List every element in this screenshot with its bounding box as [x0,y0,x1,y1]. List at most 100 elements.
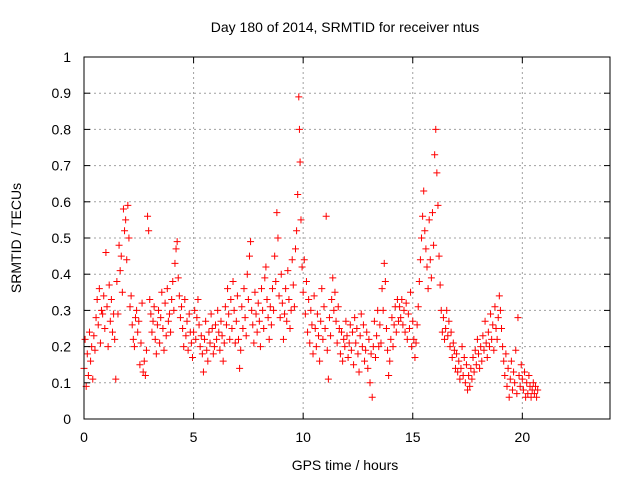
data-point [443,306,451,314]
data-point [438,328,446,336]
data-point [350,361,358,369]
data-point [501,372,509,380]
y-tick-labels: 0 0.1 0.2 0.3 0.4 0.5 0.6 0.7 0.8 0.9 1 [52,49,72,427]
data-point [397,314,405,322]
data-point [332,317,340,325]
data-point [517,361,525,369]
y-tick-label: 0.7 [52,158,72,174]
data-point [426,256,434,264]
data-point [304,328,312,336]
data-point [487,310,495,318]
data-point [251,288,259,296]
data-point [115,241,123,249]
data-point [293,227,301,235]
plot-frame [83,56,611,420]
data-point [202,317,210,325]
data-point [480,346,488,354]
data-point [534,386,542,394]
data-point [458,343,466,351]
data-point [340,335,348,343]
data-point [216,346,224,354]
data-point [362,346,370,354]
data-point [119,205,127,213]
data-point [207,310,215,318]
data-point [179,325,187,332]
data-point [111,335,119,343]
data-point [495,292,503,300]
data-point [181,296,189,304]
data-point [419,212,427,220]
data-point [204,357,212,365]
y-tick-label: 0.2 [52,339,72,355]
data-point [176,314,184,322]
data-point [529,379,537,387]
data-point [395,317,403,325]
data-point [477,343,485,351]
data-point [465,372,473,380]
data-point [450,346,458,354]
data-point [254,299,262,307]
data-point [460,353,468,361]
data-point [361,357,369,365]
data-point [180,343,188,351]
data-point [243,270,251,278]
data-point [320,303,328,311]
data-point [331,288,339,296]
data-point [198,350,206,358]
data-point [524,390,532,398]
data-point [502,350,510,358]
data-point [503,382,511,390]
data-point [129,335,137,343]
data-point [240,285,248,293]
data-point [379,306,387,314]
data-point [367,350,375,358]
data-point [318,285,326,293]
data-point [182,332,190,340]
data-point [160,346,168,354]
data-point [348,328,356,336]
data-point [363,328,371,336]
data-point [155,306,163,314]
data-point [151,335,159,343]
data-point [192,335,200,343]
data-point [121,227,129,235]
data-point [457,364,465,372]
data-point [103,303,111,311]
data-point [514,314,522,322]
data-point [471,346,479,354]
data-point [290,303,298,311]
data-point [102,248,110,256]
x-tick-labels: 0 5 10 15 20 [80,429,530,445]
data-point [518,375,526,383]
data-point [446,343,454,351]
data-point [236,364,244,372]
data-point [217,317,225,325]
data-point [157,314,165,322]
data-point [147,310,155,318]
data-point [262,263,270,271]
data-point [482,339,490,347]
data-point [328,296,336,304]
y-tick-label: 0.8 [52,121,72,137]
data-point [183,317,191,325]
chart-title: Day 180 of 2014, SRMTID for receiver ntu… [211,19,479,35]
data-point [355,368,363,376]
data-point [323,346,331,354]
data-point [196,343,204,351]
data-point [149,317,157,325]
data-point [425,216,433,224]
data-point [464,386,472,394]
data-point [96,339,104,347]
data-point [421,227,429,235]
data-point [239,325,247,332]
data-point [174,274,182,282]
data-point [145,227,153,235]
data-point [436,281,444,289]
data-point [498,325,506,332]
data-point [188,353,196,361]
data-point [347,346,355,354]
data-point [466,382,474,390]
data-point [112,375,120,383]
data-point [411,353,419,361]
x-tick-label: 20 [515,429,531,445]
